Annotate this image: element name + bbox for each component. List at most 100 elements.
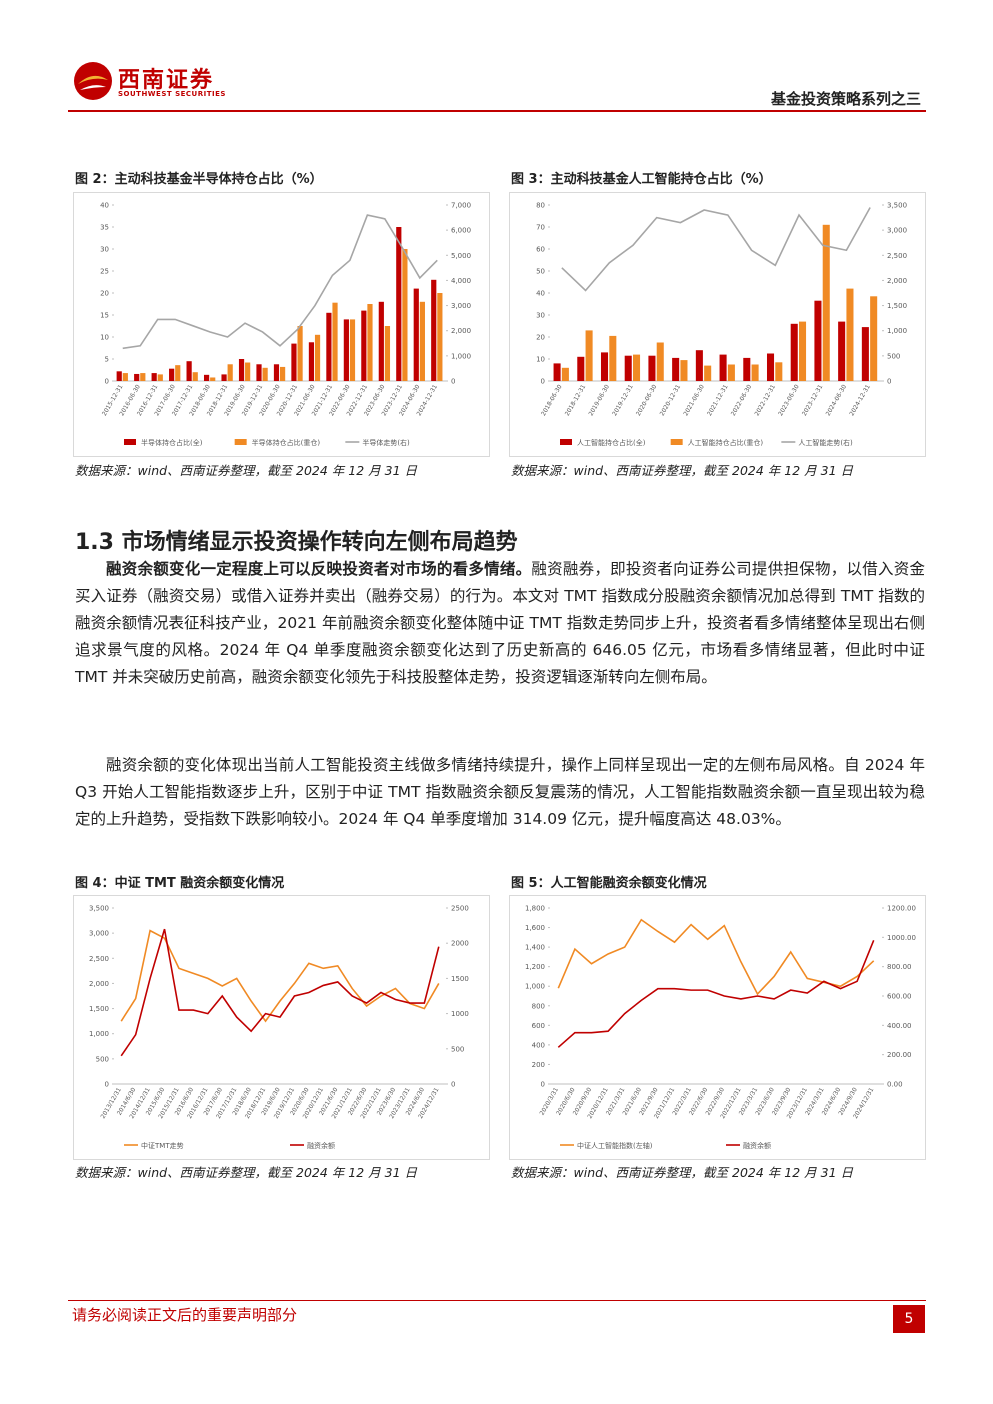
bar xyxy=(175,365,181,381)
y-tick-label: 3,000 xyxy=(89,930,109,938)
y2-tick-label: 5,000 xyxy=(451,252,471,260)
y-tick-label: 0 xyxy=(541,1081,545,1089)
paragraph: 融资余额变化一定程度上可以反映投资者对市场的看多情绪。融资融券，即投资者向证券公… xyxy=(75,556,925,691)
y-tick-label: 1,500 xyxy=(89,1005,109,1013)
bar xyxy=(238,359,245,381)
text: 融资融券，即投资者向证券公司提供担保物，以借入资金买入证券（融资交易）或借入证券… xyxy=(75,560,925,686)
bar xyxy=(437,293,443,381)
figure-source: 数据来源：wind、西南证券整理，截至 2024 年 12 月 31 日 xyxy=(511,1165,854,1180)
line xyxy=(557,918,875,996)
legend-label: 融资余额 xyxy=(307,1141,335,1150)
bar xyxy=(822,224,830,381)
y-tick-label: 0 xyxy=(105,378,109,386)
y2-tick-label: 7,000 xyxy=(451,202,471,210)
bar xyxy=(870,296,878,381)
bar xyxy=(585,330,593,381)
bar xyxy=(743,357,751,381)
legend-swatch xyxy=(670,439,683,445)
legend-label: 半导体持仓占比(重仓) xyxy=(252,438,321,447)
bar xyxy=(273,364,280,381)
bar xyxy=(846,288,854,381)
bar xyxy=(431,279,437,381)
y-tick-label: 600 xyxy=(532,1022,545,1030)
line xyxy=(122,214,438,350)
bar xyxy=(140,373,146,381)
bar xyxy=(308,342,315,381)
y2-tick-label: 2,500 xyxy=(887,252,907,260)
bar xyxy=(561,367,569,381)
bar xyxy=(203,374,210,381)
bar xyxy=(192,372,198,381)
bar xyxy=(600,352,609,381)
bar xyxy=(861,327,869,381)
lead: 融资余额变化一定程度上可以反映投资者对市场的看多情绪。 xyxy=(106,560,532,578)
legend-swatch xyxy=(234,439,247,445)
y2-tick-label: 200.00 xyxy=(887,1051,912,1059)
y-tick-label: 60 xyxy=(536,246,545,254)
logo-subtext: SOUTHWEST SECURITIES xyxy=(118,90,226,98)
x-tick-label: 2020-12-31 xyxy=(659,383,683,417)
bar xyxy=(280,366,286,381)
disclaimer: 请务必阅读正文后的重要声明部分 xyxy=(72,1306,298,1324)
bar xyxy=(553,363,561,381)
legend-label: 人工智能持仓占比(重仓) xyxy=(688,438,764,447)
x-tick-label: 2023-06-30 xyxy=(777,383,801,417)
logo-mark xyxy=(74,62,112,100)
bar xyxy=(577,356,585,381)
y2-tick-label: 0 xyxy=(451,378,455,386)
y2-tick-label: 2,000 xyxy=(887,277,907,285)
figure-title: 图 5：人工智能融资余额变化情况 xyxy=(511,876,707,891)
y2-tick-label: 800.00 xyxy=(887,963,912,971)
bar xyxy=(262,367,268,381)
x-tick-label: 2021-06-30 xyxy=(682,383,706,417)
bar xyxy=(151,373,157,381)
y-tick-label: 40 xyxy=(100,202,109,210)
y-tick-label: 10 xyxy=(100,334,109,342)
y-tick-label: 20 xyxy=(100,290,109,298)
y2-tick-label: 1200.00 xyxy=(887,905,916,913)
legend-label: 融资余额 xyxy=(743,1141,771,1150)
y-tick-label: 30 xyxy=(536,312,545,320)
bar xyxy=(680,360,688,381)
bar xyxy=(291,343,297,381)
y2-tick-label: 600.00 xyxy=(887,993,912,1001)
paragraph: 融资余额的变化体现出当前人工智能投资主线做多情绪持续提升，操作上同样呈现出一定的… xyxy=(75,756,925,828)
bar xyxy=(221,374,227,381)
bar xyxy=(814,300,822,381)
page-number: 5 xyxy=(893,1305,925,1333)
y-tick-label: 1,200 xyxy=(525,963,545,971)
series-title: 基金投资策略系列之三 xyxy=(770,90,921,108)
y-tick-label: 1,000 xyxy=(525,983,545,991)
bar xyxy=(227,364,233,381)
y2-tick-label: 2,000 xyxy=(451,327,471,335)
chart: 0 5 10 15 20 25 30 35 40 0 1,000 2,000 3,000 4,000 5,0… xyxy=(73,192,490,457)
bar xyxy=(157,374,163,381)
figure-source: 数据来源：wind、西南证券整理，截至 2024 年 12 月 31 日 xyxy=(75,463,418,478)
y-tick-label: 0 xyxy=(541,378,545,386)
header-rule xyxy=(68,110,926,112)
bar xyxy=(210,377,216,381)
bar xyxy=(349,319,356,381)
bar xyxy=(402,249,408,381)
x-tick-label: 2024-12-31 xyxy=(848,383,872,417)
bar xyxy=(609,335,617,381)
bar xyxy=(378,301,384,381)
y-tick-label: 500 xyxy=(96,1055,109,1063)
x-tick-label: 2023-12-31 xyxy=(801,383,825,417)
bar xyxy=(122,373,128,381)
y2-tick-label: 2000 xyxy=(451,940,469,948)
y2-tick-label: 1,000 xyxy=(887,327,907,335)
bar xyxy=(633,354,641,381)
footer-rule xyxy=(68,1300,926,1301)
bar xyxy=(766,353,775,381)
y-tick-label: 1,800 xyxy=(525,905,545,913)
bar xyxy=(326,312,332,381)
y-tick-label: 800 xyxy=(532,1002,545,1010)
y-tick-label: 1,000 xyxy=(89,1030,109,1038)
x-tick-label: 2024-06-30 xyxy=(825,383,849,417)
bar xyxy=(672,357,680,381)
x-tick-label: 2022-06-30 xyxy=(730,383,754,417)
y-tick-label: 70 xyxy=(536,224,545,232)
figure-title: 图 4：中证 TMT 融资余额变化情况 xyxy=(75,876,285,891)
